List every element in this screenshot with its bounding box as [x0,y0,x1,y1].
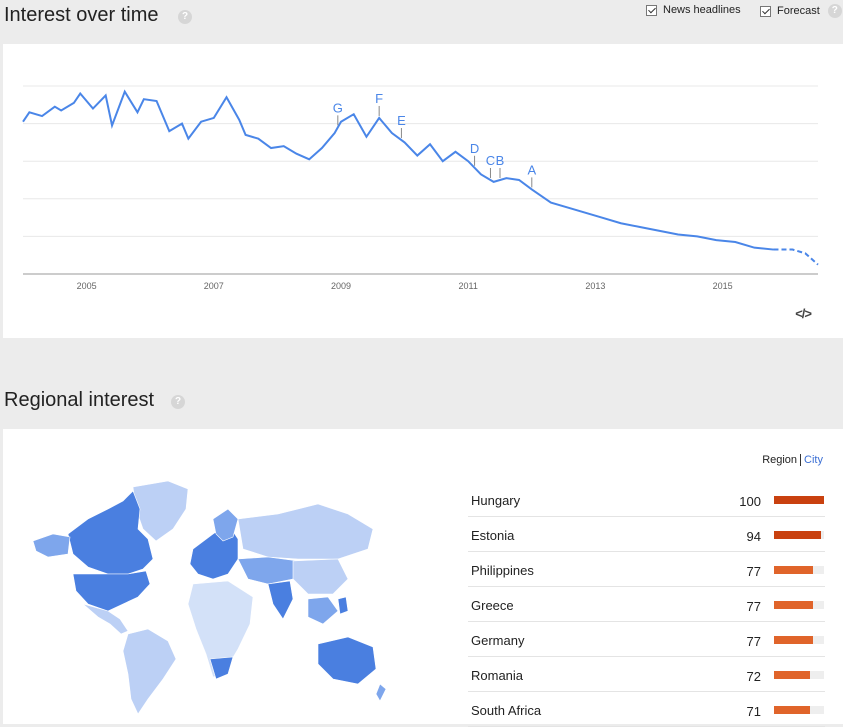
map-china [292,558,349,595]
map-philippines [337,596,349,615]
region-row[interactable]: Hungary 100 [468,482,825,517]
forecast-line [773,248,819,266]
news-headlines-option[interactable]: News headlines [646,4,741,16]
annotation-label[interactable]: C [486,153,495,168]
regional-interest-title: Regional interest [4,389,155,411]
map-se-asia [307,596,339,625]
region-value: 100 [739,494,761,509]
interest-chart-panel: 2005 2007 2009 2011 2013 2015 G F E D C B A </> [3,44,843,338]
region-name[interactable]: Hungary [471,493,521,508]
region-value: 72 [746,669,761,684]
region-bar [774,706,810,714]
embed-code-icon[interactable]: </> [795,306,812,321]
region-bar [774,601,813,609]
map-india [267,580,294,620]
region-city-toggle: Region City [762,454,823,467]
annotation-label[interactable]: B [496,153,505,168]
region-name[interactable]: Philippines [471,563,534,578]
annotation-label[interactable]: E [397,113,406,128]
map-canada [67,490,154,575]
regional-interest-header: Regional interest ? [0,338,843,429]
region-name[interactable]: Germany [471,633,525,648]
regional-help-icon[interactable]: ? [171,395,185,409]
region-bar [774,531,821,539]
region-bar [774,636,813,644]
region-toggle[interactable]: Region [762,454,798,466]
region-row[interactable]: Greece 77 [468,587,825,622]
interest-over-time-title: Interest over time [4,4,159,26]
region-row[interactable]: Estonia 94 [468,517,825,552]
region-bar-track [774,706,824,714]
x-tick-label: 2009 [331,281,351,291]
region-row[interactable]: Germany 77 [468,622,825,657]
x-tick-label: 2011 [459,281,478,291]
help-icon[interactable]: ? [178,10,192,24]
x-tick-label: 2005 [77,281,97,291]
region-row[interactable]: Romania 72 [468,657,825,692]
annotation-label[interactable]: D [470,141,479,156]
region-row[interactable]: Philippines 77 [468,552,825,587]
x-tick-label: 2015 [713,281,733,291]
region-bar [774,496,824,504]
forecast-label: Forecast [777,5,820,17]
interest-line-chart: 2005 2007 2009 2011 2013 2015 G FE DC B A [22,85,819,291]
region-value: 94 [746,529,761,544]
forecast-option[interactable]: Forecast ? [760,4,842,18]
region-bar-track [774,601,824,609]
x-tick-label: 2013 [585,281,605,291]
map-australia [317,636,377,685]
map-new-zealand [375,683,387,702]
interest-line [22,89,774,251]
news-headlines-checkbox[interactable] [646,4,657,16]
map-mexico [82,603,129,635]
region-bar [774,566,813,574]
region-value: 77 [746,634,761,649]
annotation-label[interactable]: F [375,91,383,106]
news-headlines-label: News headlines [663,4,741,16]
annotation-label[interactable]: A [527,162,536,177]
map-alaska [32,533,71,558]
annotation-label[interactable]: G [333,100,343,115]
region-bar [774,671,810,679]
map-south-africa [209,656,234,680]
world-map[interactable] [28,479,388,719]
map-central-asia [237,556,299,585]
region-name[interactable]: Romania [471,668,524,683]
region-bar-track [774,636,824,644]
forecast-help-icon[interactable]: ? [827,4,842,18]
region-name[interactable]: South Africa [471,703,542,718]
region-value: 71 [746,704,761,719]
region-name[interactable]: Greece [471,598,514,613]
region-value: 77 [746,564,761,579]
region-bar-track [774,496,824,504]
interest-over-time-header: Interest over time ? News headlines Fore… [0,0,843,44]
region-bar-track [774,671,824,679]
map-russia [237,503,374,560]
map-usa [72,570,151,612]
city-toggle[interactable]: City [804,454,823,466]
region-name[interactable]: Estonia [471,528,515,543]
region-value: 77 [746,599,761,614]
region-row[interactable]: South Africa 71 [468,692,825,727]
forecast-checkbox[interactable] [760,5,771,17]
region-bar-track [774,531,824,539]
x-tick-label: 2007 [204,281,224,291]
map-scandinavia [212,508,239,542]
map-south-america [122,628,177,715]
region-bar-track [774,566,824,574]
regional-panel: Region City [3,429,843,727]
